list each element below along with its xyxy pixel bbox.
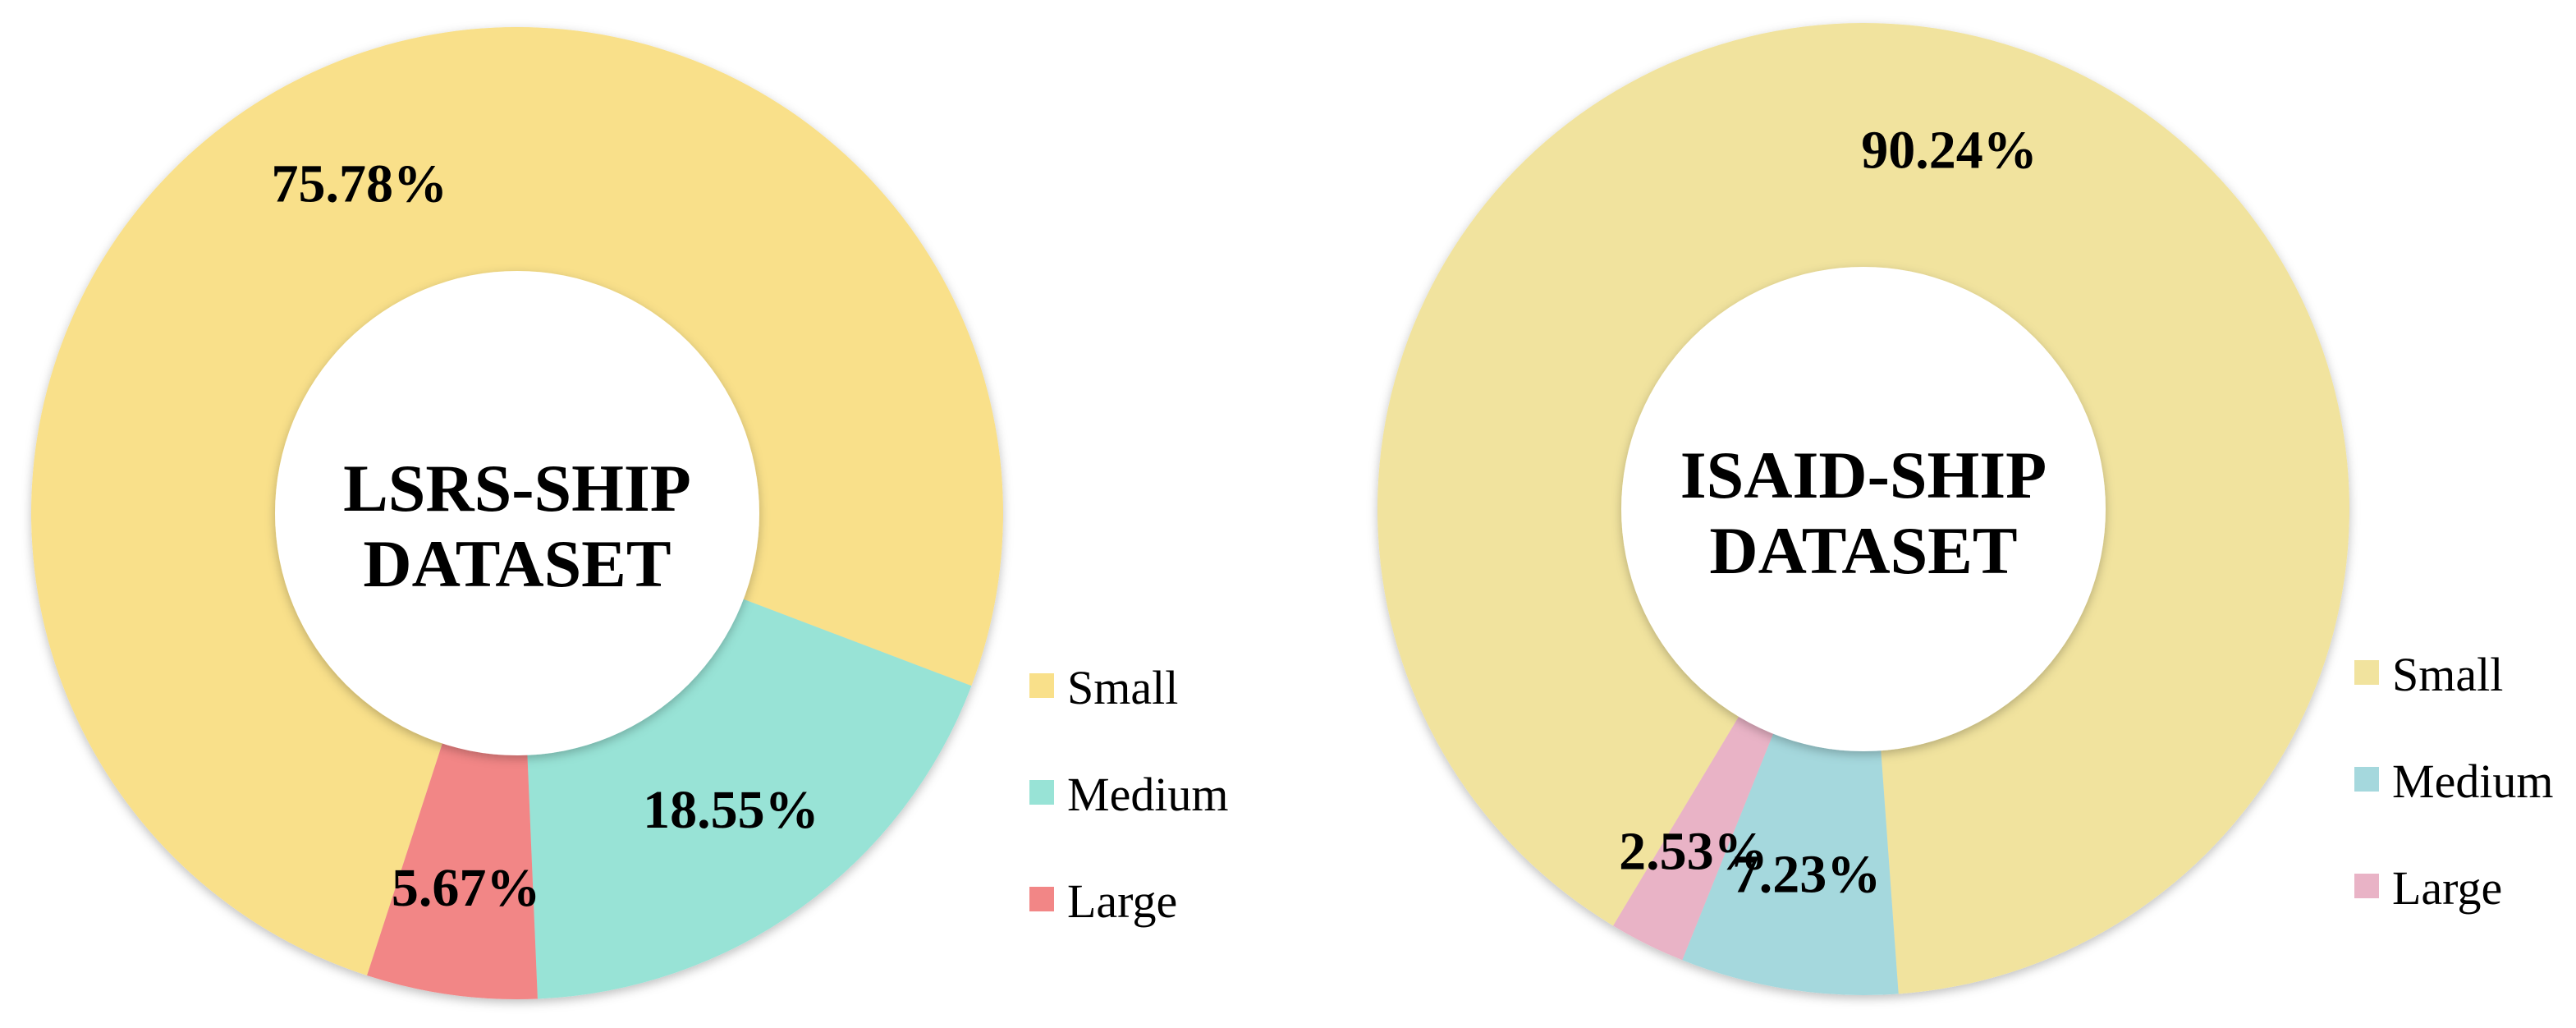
legend-label-small: Small <box>2392 648 2503 701</box>
data-label-large: 2.53% <box>1619 821 1768 881</box>
center-label-line1-lsrs: LSRS-SHIP <box>343 451 691 525</box>
center-label-line1-isaid: ISAID-SHIP <box>1680 438 2047 512</box>
legend-label-large: Large <box>2392 861 2502 915</box>
center-label-line2-isaid: DATASET <box>1709 513 2017 588</box>
data-label-medium: 7.23% <box>1732 845 1882 905</box>
donut-hole-isaid <box>1621 267 2106 751</box>
legend-lsrs: Small Medium Large <box>1029 661 1229 928</box>
legend-label-medium: Medium <box>1067 768 1229 821</box>
data-label-medium: 18.55% <box>643 780 819 840</box>
data-label-small: 90.24% <box>1861 120 2037 180</box>
legend-swatch-medium <box>2354 767 2379 792</box>
data-labels-lsrs: 75.78% 18.55% 5.67% <box>271 154 818 918</box>
center-label-line2-lsrs: DATASET <box>363 526 671 601</box>
data-labels-isaid: 90.24% 7.23%2.53% <box>1619 120 2037 904</box>
donut-chart-isaid: 90.24% 7.23%2.53% ISAID-SHIP DATASET Smal… <box>1377 23 2554 996</box>
legend-swatch-small <box>2354 660 2379 685</box>
legend-swatch-large <box>2354 874 2379 898</box>
legend-label-large: Large <box>1067 874 1177 928</box>
data-label-small: 75.78% <box>271 154 447 214</box>
legend-isaid: Small Medium Large <box>2354 648 2554 915</box>
legend-swatch-medium <box>1029 780 1054 805</box>
legend-label-medium: Medium <box>2392 755 2554 808</box>
donut-chart-lsrs: 75.78% 18.55% 5.67% LSRS-SHIP DATASET Smal… <box>30 27 1229 999</box>
legend-swatch-small <box>1029 673 1054 698</box>
data-label-large: 5.67% <box>392 858 541 918</box>
legend-swatch-large <box>1029 887 1054 911</box>
donut-hole-lsrs <box>275 271 759 755</box>
legend-label-small: Small <box>1067 661 1178 714</box>
